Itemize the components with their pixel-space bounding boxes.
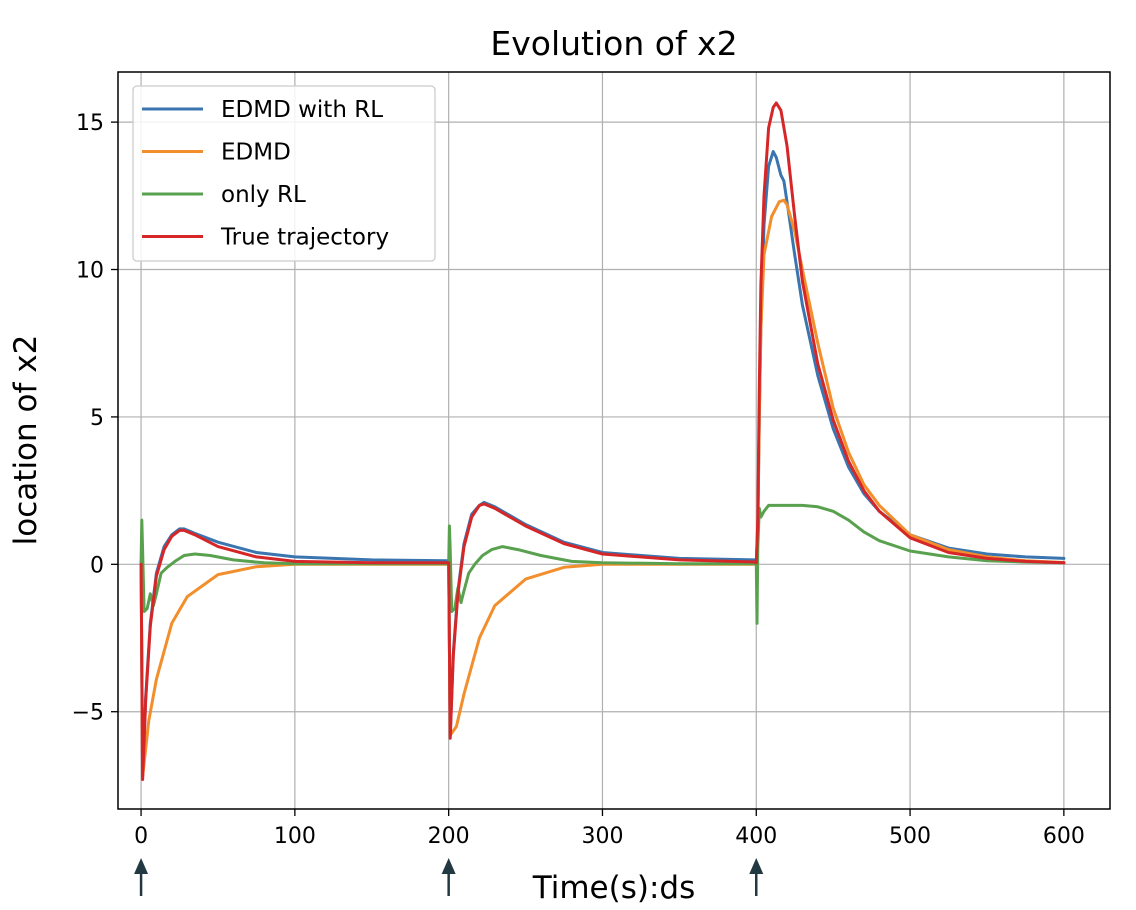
x-tick-label: 100	[274, 824, 316, 849]
plot-frame	[117, 71, 1111, 810]
legend-box	[132, 85, 436, 262]
event-arrow	[749, 858, 764, 896]
x-axis-label: Time(s):ds	[532, 870, 695, 906]
y-tick-label: 15	[76, 111, 104, 136]
event-arrow	[134, 858, 149, 896]
legend-item: only RL	[142, 182, 306, 208]
y-tick-label: −5	[72, 701, 104, 726]
series-line-true	[139, 101, 1066, 781]
legend-item: EDMD with RL	[142, 97, 383, 123]
x-tick-label: 600	[1043, 824, 1085, 849]
event-arrow	[441, 858, 456, 896]
legend-label: EDMD	[221, 140, 291, 166]
legend-item: True trajectory	[142, 225, 389, 251]
x-tick-label: 400	[735, 824, 777, 849]
legend-label: only RL	[221, 182, 306, 208]
series-layer	[139, 101, 1066, 781]
y-tick-label: 0	[90, 553, 104, 578]
y-tick-label: 10	[76, 259, 104, 284]
y-tick-label: 5	[90, 406, 104, 431]
x-tick-label: 200	[428, 824, 470, 849]
legend: EDMD with RL EDMD only RL True trajectory	[132, 85, 436, 262]
event-markers	[134, 858, 764, 896]
legend-label: EDMD with RL	[221, 97, 383, 123]
legend-label: True trajectory	[220, 225, 389, 251]
chart-title: Evolution of x2	[490, 24, 737, 63]
y-axis-label: location of x2	[8, 335, 44, 546]
legend-item: EDMD	[142, 140, 291, 166]
series-line-only-rl	[139, 503, 1066, 625]
x-tick-label: 500	[889, 824, 931, 849]
ticks: 0 100 200 300 400 500 600 −5 0 5 10 15	[72, 111, 1085, 849]
x-tick-label: 0	[134, 824, 148, 849]
x-tick-label: 300	[581, 824, 623, 849]
